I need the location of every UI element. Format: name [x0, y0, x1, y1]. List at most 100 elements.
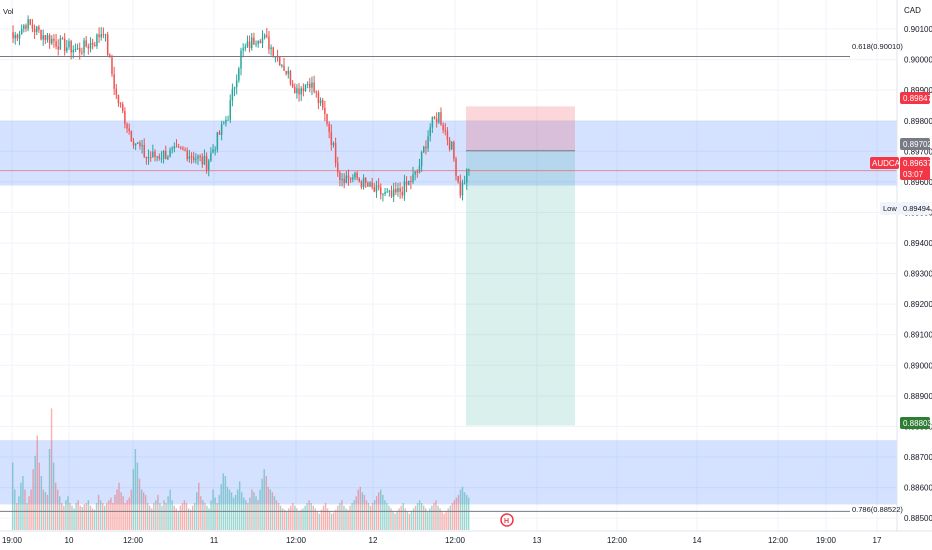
volume-bar: [159, 503, 161, 530]
candle-body: [195, 158, 197, 161]
candle-body: [403, 181, 406, 196]
candle-body: [440, 112, 442, 125]
candle-body: [227, 119, 229, 121]
volume-bar: [28, 496, 30, 530]
volume-bar: [91, 508, 94, 530]
volume-bar: [273, 496, 276, 530]
volume-bar: [373, 500, 376, 530]
volume-bar: [382, 494, 384, 530]
volume-bar: [169, 489, 171, 530]
volume-bar: [353, 500, 355, 530]
volume-bar: [375, 496, 378, 530]
candle-body: [96, 34, 98, 47]
volume-bar: [157, 494, 159, 530]
volume-bar: [22, 476, 24, 530]
short-position-tool[interactable]: [466, 106, 575, 426]
time-tick-label: 12:00: [123, 536, 144, 545]
candle-body: [72, 50, 75, 53]
volume-bar: [251, 489, 253, 530]
volume-bar: [312, 505, 314, 530]
candle-body: [435, 118, 438, 123]
volume-bar: [222, 473, 225, 530]
candle-body: [218, 132, 221, 135]
volume-bar: [425, 508, 427, 530]
candle-body: [278, 56, 281, 66]
candle-body: [78, 48, 81, 53]
volume-bar: [177, 511, 180, 530]
volume-bar: [165, 503, 167, 530]
volume-bar: [212, 489, 214, 530]
candle-body: [119, 103, 122, 105]
candle-body: [337, 163, 339, 173]
candle-body: [261, 37, 264, 44]
price-tick-label: 0.88500: [904, 514, 932, 523]
candle-body: [281, 65, 283, 67]
candle-body: [446, 131, 449, 140]
volume-bar: [134, 449, 137, 530]
candle-body: [380, 187, 382, 195]
volume-bar: [50, 408, 53, 530]
price-tick-label: 0.89000: [904, 361, 932, 370]
candle-body: [145, 156, 148, 159]
candles: [12, 15, 470, 203]
candle-body: [104, 34, 107, 36]
candle-body: [429, 127, 431, 137]
volume-bar: [333, 512, 335, 530]
candle-body: [207, 160, 210, 171]
candle-body: [177, 146, 180, 148]
candle-body: [128, 128, 130, 132]
candle-body: [332, 143, 335, 145]
candle-body: [171, 148, 173, 150]
volume-bar: [238, 481, 241, 530]
price-tick-label: 0.88600: [904, 484, 932, 493]
volume-bar: [234, 494, 237, 530]
candle-body: [94, 44, 96, 47]
volume-bar: [42, 489, 45, 530]
candle-body: [31, 24, 34, 29]
volume-bar: [224, 476, 227, 530]
candle-body: [57, 46, 59, 50]
candle-body: [38, 26, 40, 30]
volume-bar: [283, 509, 286, 530]
candle-body: [160, 158, 163, 160]
candle-body: [255, 43, 257, 45]
volume-bar: [220, 484, 222, 530]
candle-body: [44, 35, 47, 40]
volume-bar: [355, 496, 357, 530]
candle-body: [242, 48, 244, 51]
candle-body: [197, 156, 199, 159]
candle-body: [425, 146, 427, 149]
candle-body: [68, 41, 70, 48]
candle-body: [311, 82, 313, 88]
candle-body: [87, 46, 90, 49]
volume-bar: [384, 500, 386, 530]
volume-bar: [435, 500, 437, 530]
lower-zone: [0, 440, 897, 505]
candle-body: [33, 28, 36, 33]
volume-bar: [306, 503, 308, 530]
candle-body: [319, 99, 322, 104]
volume-bar: [171, 500, 173, 530]
candle-body: [63, 38, 66, 52]
volume-bar: [324, 503, 327, 530]
volume-bar: [255, 496, 257, 530]
candle-body: [229, 100, 232, 120]
candle-body: [272, 47, 275, 57]
time-axis[interactable]: 19:00 10 12:00 11 12:00 12 12:00 13 12:00 14 12:00…: [2, 536, 882, 545]
candle-body: [233, 87, 236, 89]
volume-bar: [204, 503, 206, 530]
volume-bar: [285, 511, 288, 530]
candle-body: [455, 158, 457, 177]
volume-bar: [126, 500, 128, 530]
volume-bar: [263, 469, 265, 530]
volume-bar: [394, 513, 396, 530]
session-break-icon[interactable]: H: [500, 513, 514, 527]
volume-bar: [189, 509, 192, 530]
volume-bar: [447, 508, 449, 530]
candle-body: [143, 145, 145, 157]
volume-bar: [316, 511, 319, 530]
candle-body: [130, 131, 133, 142]
stop-price-badge: 0.89847: [900, 92, 932, 104]
volume-bar: [335, 509, 337, 530]
